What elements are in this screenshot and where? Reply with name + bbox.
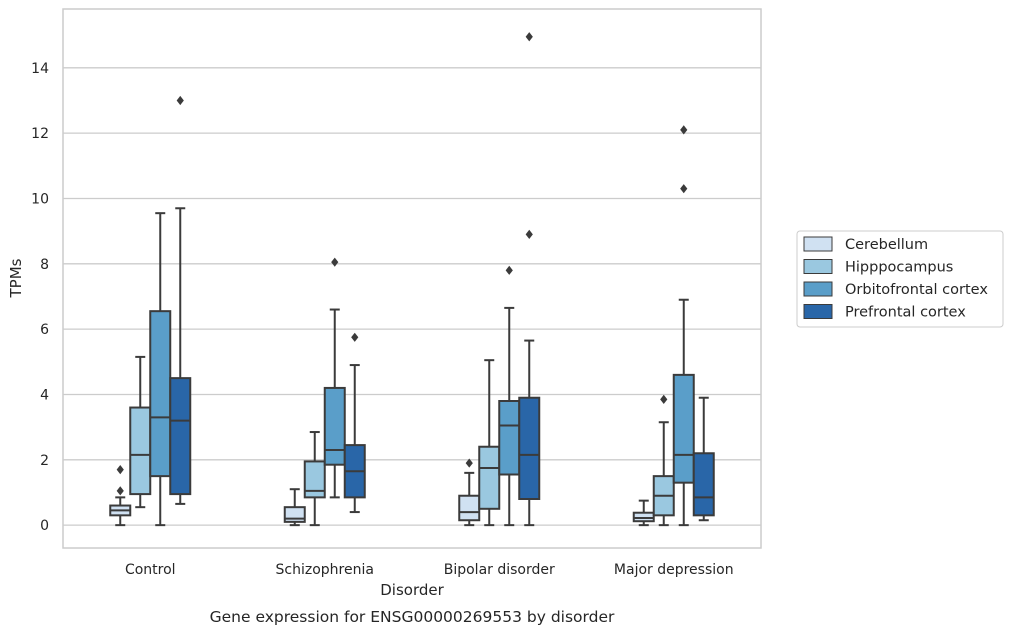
box <box>518 396 541 501</box>
x-tick-labels: Control Schizophrenia Bipolar disorder Majo… <box>125 562 734 578</box>
box <box>323 386 346 466</box>
y-tick-label: 4 <box>40 387 49 403</box>
legend: Cerebellum Hipppocampus Orbitofrontal cort… <box>796 230 1004 328</box>
box <box>169 377 192 496</box>
legend-label: Cerebellum <box>845 237 928 253</box>
box <box>692 452 715 517</box>
y-axis-title: TPMs <box>7 258 25 298</box>
box-group <box>303 431 326 527</box>
box-group <box>498 265 521 527</box>
outlier-point <box>680 184 688 194</box>
box-group <box>692 396 715 522</box>
legend-swatch <box>803 259 833 274</box>
legend-swatch <box>803 236 833 252</box>
outlier-point <box>505 265 513 275</box>
box-group <box>169 95 192 505</box>
chart-caption: Gene expression for ENSG00000269553 by d… <box>210 608 615 626</box>
legend-label: Prefrontal cortex <box>845 305 966 321</box>
y-tick-labels: 0 2 4 6 8 10 12 14 <box>31 61 49 534</box>
legend-label: Hipppocampus <box>845 260 953 276</box>
outlier-point <box>525 32 533 42</box>
y-tick-label: 14 <box>31 61 49 77</box>
y-tick-label: 6 <box>40 322 49 338</box>
box <box>303 460 326 499</box>
x-tick-label: Major depression <box>614 562 734 578</box>
box <box>129 406 152 496</box>
outlier-point <box>176 95 184 106</box>
x-tick-label: Control <box>125 562 176 578</box>
legend-swatch <box>803 304 833 319</box>
box-group <box>283 488 306 527</box>
box-groups <box>109 32 715 527</box>
outlier-point <box>351 332 359 342</box>
outlier-point <box>660 394 668 404</box>
box <box>149 310 172 478</box>
box-group <box>478 359 501 527</box>
box-group <box>129 355 152 509</box>
box-group <box>652 394 675 527</box>
plot-frame <box>62 8 762 549</box>
legend-label: Orbitofrontal cortex <box>845 282 988 298</box>
y-tick-label: 0 <box>40 518 49 534</box>
outlier-point <box>331 257 339 267</box>
box-group <box>632 499 655 527</box>
box <box>283 506 306 523</box>
y-tick-label: 2 <box>40 453 49 469</box>
box <box>458 494 481 522</box>
y-tick-label: 12 <box>31 126 49 142</box>
x-tick-label: Bipolar disorder <box>444 562 555 578</box>
box <box>672 373 695 484</box>
outlier-point <box>680 125 688 135</box>
box-group <box>672 125 695 527</box>
box-group <box>323 257 346 499</box>
x-axis-title: Disorder <box>380 581 444 599</box>
box <box>498 400 521 476</box>
y-tick-label: 8 <box>40 257 49 273</box>
box <box>478 445 501 510</box>
outlier-point <box>465 458 473 468</box>
outlier-point <box>525 229 533 239</box>
box-group <box>109 465 132 527</box>
legend-frame <box>796 230 1004 328</box>
outlier-point <box>116 486 124 496</box>
legend-swatch <box>803 281 833 297</box>
box-group <box>343 332 366 514</box>
x-tick-label: Schizophrenia <box>276 562 374 578</box>
y-tick-label: 10 <box>31 191 49 207</box>
outlier-point <box>116 465 124 475</box>
box-group <box>518 32 541 527</box>
